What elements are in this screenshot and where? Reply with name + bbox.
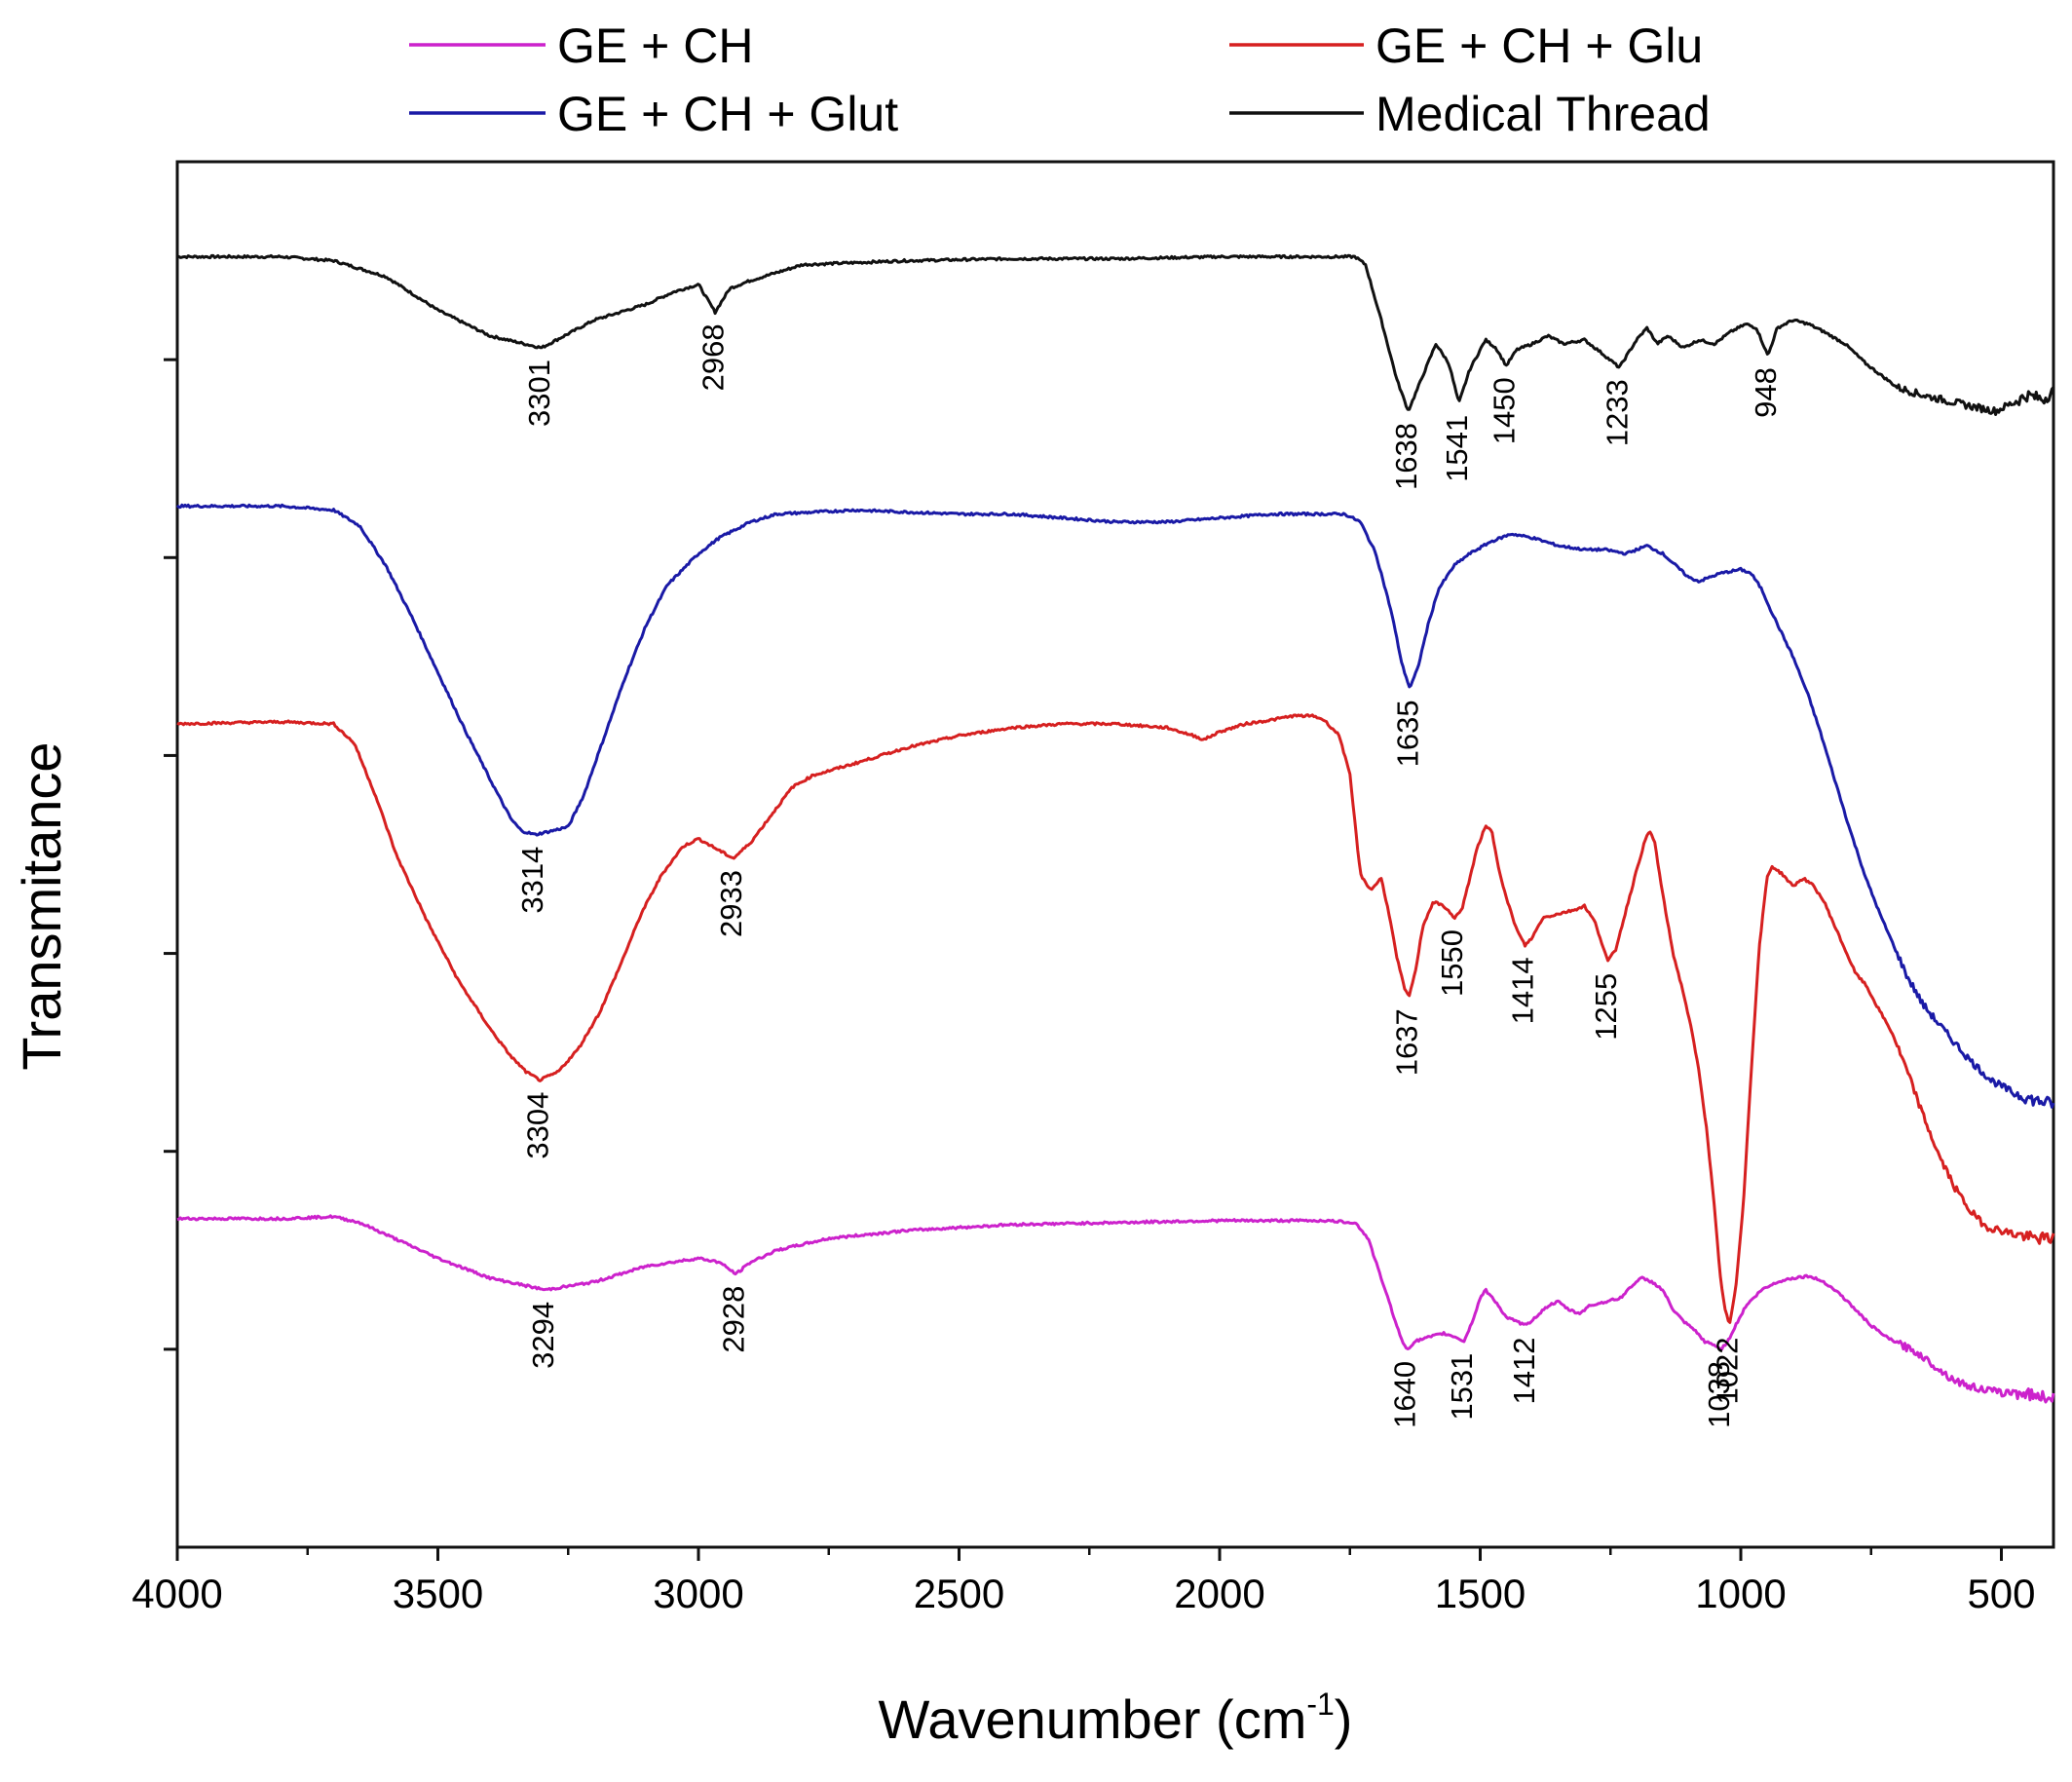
peak-label-1414: 1414 [1506,957,1540,1024]
legend-label-ge-ch: GE + CH [557,19,753,73]
legend-entry-ge-ch: GE + CH [409,19,753,73]
x-tick-label-3500: 3500 [393,1571,483,1616]
series-line-ge-ch-glut [175,503,2055,1109]
legend-label-ge-ch-glut: GE + CH + Glut [557,87,898,141]
y-axis-title: Transmitance [11,741,72,1070]
x-axis-title-sup: -1 [1306,1687,1334,1722]
peak-label-1450: 1450 [1488,377,1522,444]
series-line-ge-ch [176,1214,2055,1404]
peak-label-1635: 1635 [1390,700,1424,767]
peak-label-3304: 3304 [521,1092,555,1159]
x-axis-tick-labels: 4000 3500 3000 2500 2000 1500 1000 500 [132,1571,2035,1616]
x-axis-ticks [175,1547,2003,1561]
peak-label-1637: 1637 [1389,1008,1423,1076]
legend: GE + CH GE + CH + Glu GE + CH + Glut Med… [409,19,1711,141]
x-axis-title-main: Wavenumber (cm [879,1688,1307,1750]
peak-label-2928: 2928 [717,1286,751,1353]
y-axis-ticks [164,358,177,1351]
peak-label-3294: 3294 [526,1302,560,1369]
series-layer [175,253,2055,1404]
legend-entry-ge-ch-glut: GE + CH + Glut [409,87,898,141]
x-axis-title: Wavenumber (cm-1) [879,1687,1353,1750]
x-axis-title-close: ) [1335,1688,1353,1750]
peak-label-1255: 1255 [1589,973,1623,1041]
legend-entry-medical-thread: Medical Thread [1229,87,1711,141]
peak-label-1531: 1531 [1445,1353,1479,1421]
peak-label-2933: 2933 [714,870,748,937]
plot-frame [175,160,2055,1549]
peak-labels: 3301 2968 1638 1541 1450 1233 948 3314 1635 3304 2… [515,323,1783,1428]
peak-label-1640: 1640 [1388,1361,1422,1428]
peak-label-1233: 1233 [1600,379,1634,446]
legend-label-medical-thread: Medical Thread [1375,87,1711,141]
peak-label-3314: 3314 [515,847,549,914]
peak-label-1038: 1038 [1702,1361,1736,1428]
peak-label-2968: 2968 [696,323,730,391]
x-tick-label-1000: 1000 [1695,1571,1786,1616]
peak-label-3301: 3301 [522,360,556,427]
x-tick-label-1500: 1500 [1435,1571,1526,1616]
peak-label-1638: 1638 [1389,423,1423,490]
peak-label-948: 948 [1749,367,1783,418]
x-tick-label-500: 500 [1967,1571,2035,1616]
legend-label-ge-ch-glu: GE + CH + Glu [1375,19,1703,73]
x-tick-label-2500: 2500 [914,1571,1004,1616]
series-line-medical-thread [176,253,2055,416]
peak-label-1022: 1022 [1710,1337,1744,1404]
x-tick-label-3000: 3000 [653,1571,743,1616]
series-line-ge-ch-glu [176,713,2055,1324]
peak-label-1550: 1550 [1435,929,1469,997]
peak-label-1541: 1541 [1440,415,1474,482]
x-tick-label-2000: 2000 [1174,1571,1264,1616]
peak-label-1412: 1412 [1507,1338,1541,1405]
legend-entry-ge-ch-glu: GE + CH + Glu [1229,19,1703,73]
x-tick-label-4000: 4000 [132,1571,222,1616]
